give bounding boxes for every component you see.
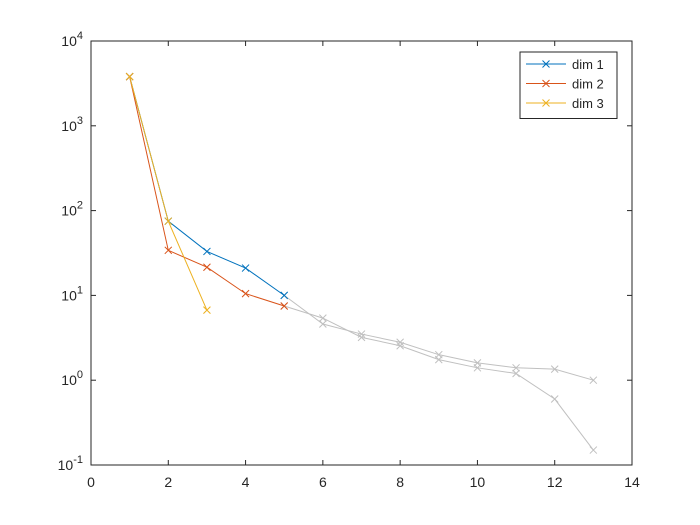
legend-box xyxy=(519,51,618,119)
series xyxy=(125,72,211,315)
legend-marker xyxy=(542,99,550,107)
legend-marker xyxy=(542,79,550,88)
marker xyxy=(241,289,250,298)
marker xyxy=(280,291,289,300)
x-tick-label: 10 xyxy=(470,474,486,490)
marker xyxy=(203,263,211,272)
y-tick-label: 104 xyxy=(61,30,83,49)
marker xyxy=(164,217,173,226)
legend: dim 1 dim 2 dim 3 xyxy=(519,51,618,119)
marker xyxy=(319,314,327,322)
marker xyxy=(241,264,250,272)
marker xyxy=(434,355,443,364)
legend-label: dim 3 xyxy=(572,96,604,111)
marker xyxy=(396,338,404,347)
series xyxy=(280,302,598,454)
marker xyxy=(550,365,559,374)
x-tick-label: 14 xyxy=(624,474,640,490)
x-tick-label: 8 xyxy=(396,474,404,490)
marker xyxy=(203,306,211,315)
legend-label: dim 1 xyxy=(572,57,604,72)
marker xyxy=(473,363,482,372)
x-tick-label: 12 xyxy=(547,474,563,490)
marker xyxy=(550,395,559,403)
y-tick-label: 103 xyxy=(61,115,83,134)
x-tick-label: 0 xyxy=(87,474,95,490)
marker xyxy=(280,302,289,310)
marker xyxy=(589,376,598,385)
x-tick-label: 4 xyxy=(242,474,250,490)
marker xyxy=(357,333,366,342)
marker xyxy=(512,363,520,372)
marker xyxy=(319,320,327,328)
series xyxy=(280,291,598,385)
marker xyxy=(164,246,173,255)
marker xyxy=(589,446,598,454)
y-tick-label: 101 xyxy=(61,284,83,303)
marker xyxy=(125,72,134,81)
legend-label: dim 2 xyxy=(572,77,604,92)
y-tick-label: 100 xyxy=(61,369,83,388)
y-tick-label: 10-1 xyxy=(58,454,83,473)
marker xyxy=(203,247,211,256)
x-tick-label: 2 xyxy=(164,474,172,490)
x-tick-label: 6 xyxy=(319,474,327,490)
marker xyxy=(396,341,404,350)
legend-marker xyxy=(542,60,550,68)
marker xyxy=(512,369,520,378)
y-tick-label: 102 xyxy=(61,200,83,219)
